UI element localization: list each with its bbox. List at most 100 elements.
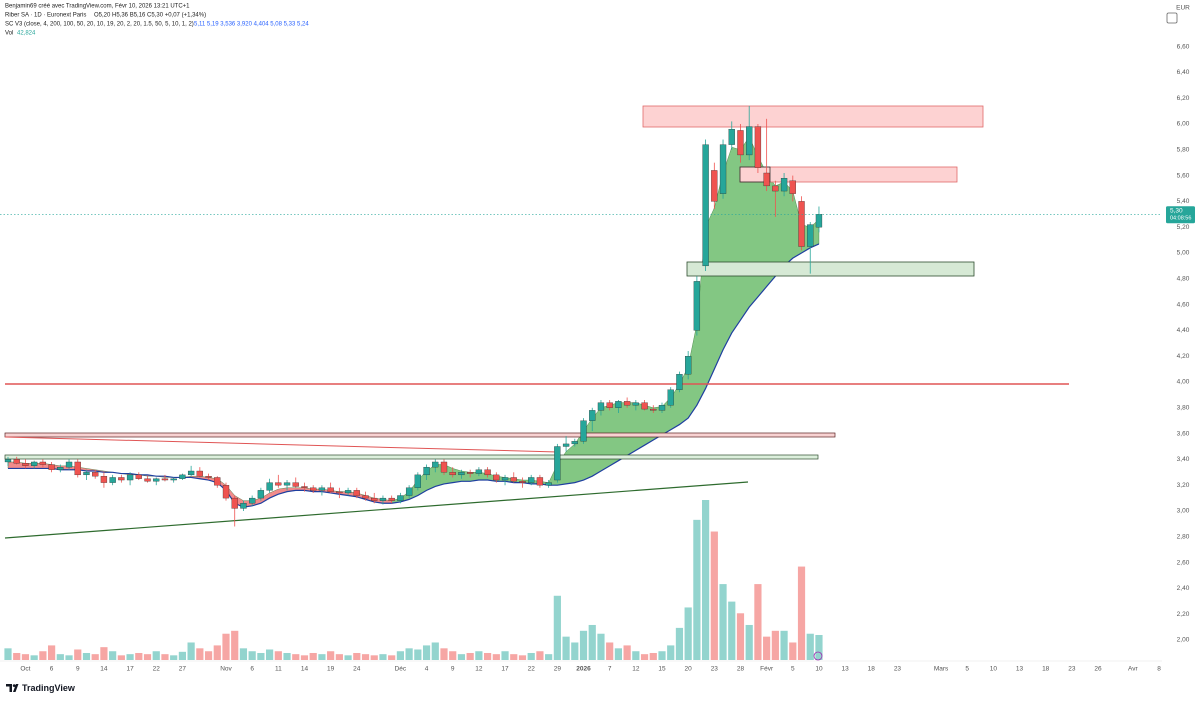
- volume-bar: [318, 654, 326, 660]
- candle-body: [109, 477, 116, 483]
- volume-bar: [449, 651, 457, 660]
- candle-body: [685, 356, 692, 375]
- candle-body: [519, 481, 526, 483]
- candle-body: [83, 472, 90, 476]
- x-tick-label: 6: [250, 666, 254, 673]
- x-tick-label: 14: [100, 666, 108, 673]
- indicator-name: SC V3 (close, 4, 200, 100, 50, 20, 10, 1…: [5, 22, 194, 28]
- volume-bar: [266, 649, 274, 660]
- y-tick-label: 4,80: [1177, 276, 1190, 283]
- volume-bar: [754, 584, 762, 660]
- candle-body: [571, 441, 578, 445]
- drawings: [4, 105, 1069, 539]
- candle-body: [728, 128, 735, 145]
- volume-bar: [492, 654, 500, 660]
- settings-icon[interactable]: [1166, 12, 1178, 24]
- candle-body: [641, 402, 648, 410]
- volume-bar: [675, 627, 684, 660]
- candle-body: [379, 497, 387, 501]
- x-tick-label: 6: [50, 666, 54, 673]
- candle-body: [754, 126, 762, 168]
- x-tick-label: 22: [528, 666, 536, 673]
- x-tick-label: 17: [501, 666, 509, 673]
- x-tick-label: 28: [737, 666, 745, 673]
- volume-bar: [91, 654, 99, 660]
- candle-body: [187, 470, 195, 476]
- symbol: Riber SA · 1D · Euronext Paris: [5, 13, 86, 19]
- volume-bar: [614, 648, 622, 660]
- volume-bar: [684, 607, 692, 660]
- candle-body: [667, 389, 674, 406]
- candle-body: [702, 144, 709, 267]
- x-tick-label: 13: [1016, 666, 1024, 673]
- x-tick-label: 9: [76, 666, 80, 673]
- x-tick-label: 15: [658, 666, 666, 673]
- y-tick-label: 3,20: [1177, 482, 1190, 489]
- x-tick-label: 24: [353, 666, 361, 673]
- logo-text: TradingView: [22, 683, 76, 693]
- volume-bar: [161, 654, 169, 660]
- volume-bar: [388, 655, 396, 660]
- volume-layer: [4, 500, 823, 660]
- volume-bar: [745, 624, 753, 660]
- candle-body: [74, 461, 81, 476]
- logo-dot: [12, 684, 16, 687]
- volume-bar: [4, 648, 12, 660]
- candle-body: [292, 482, 299, 487]
- volume-bar: [405, 648, 413, 660]
- x-tick-label: 5: [965, 666, 969, 673]
- candle-body: [13, 459, 20, 464]
- candle-body: [205, 476, 212, 478]
- volume-bar: [815, 634, 823, 660]
- x-tick-label: 12: [475, 666, 483, 673]
- volume-bar: [117, 655, 125, 660]
- candle-body: [650, 408, 657, 411]
- volume-bar: [21, 654, 30, 660]
- candle-body: [597, 402, 605, 411]
- y-tick-label: 4,60: [1177, 301, 1190, 308]
- resistance-zone: [739, 166, 958, 183]
- candle-body: [423, 466, 430, 476]
- volume-bar: [335, 654, 343, 660]
- volume-bar: [597, 633, 605, 660]
- candle-body: [475, 469, 483, 474]
- event-icon[interactable]: [813, 651, 823, 661]
- y-tick-label: 2,40: [1177, 585, 1190, 592]
- volume-bar: [536, 651, 544, 660]
- y-tick-label: 4,40: [1177, 327, 1190, 334]
- x-tick-label: 20: [685, 666, 693, 673]
- volume-bar: [396, 651, 404, 660]
- price-badge-label: 5,30: [1170, 207, 1183, 214]
- candle-body: [170, 478, 177, 481]
- candle-body: [763, 172, 770, 187]
- x-tick-label: Déc: [395, 666, 407, 673]
- volume-bar: [361, 654, 370, 660]
- candle-body: [789, 180, 796, 194]
- volume-bar: [309, 652, 317, 660]
- x-tick-label: 13: [842, 666, 850, 673]
- candle-body: [440, 461, 448, 473]
- candles-layer: [4, 105, 823, 527]
- candle-body: [65, 461, 73, 468]
- volume-bar: [135, 652, 143, 660]
- volume-bar: [187, 642, 195, 660]
- trend-line: [4, 436, 559, 453]
- volume-bar: [728, 601, 736, 660]
- volume-bar: [422, 645, 431, 660]
- volume-bar: [667, 645, 675, 660]
- candle-body: [510, 477, 517, 482]
- candle-body: [371, 497, 378, 501]
- volume-bar: [370, 655, 378, 660]
- volume-bar: [545, 654, 553, 660]
- volume-bar: [414, 649, 422, 660]
- volume-bar: [719, 584, 727, 660]
- x-tick-label: 23: [711, 666, 719, 673]
- currency-label: EUR: [1176, 5, 1190, 12]
- x-tick-label: 19: [327, 666, 335, 673]
- slow-line: [8, 243, 820, 508]
- author-line: Benjamin69 créé avec TradingView.com, Fé…: [5, 4, 190, 10]
- quote: O5,20 H5,36 B5,16 C5,30 +0,07 (+1,34%): [94, 13, 206, 19]
- volume-bar: [693, 519, 701, 660]
- y-tick-label: 3,60: [1177, 430, 1190, 437]
- x-tick-label: Nov: [220, 666, 232, 673]
